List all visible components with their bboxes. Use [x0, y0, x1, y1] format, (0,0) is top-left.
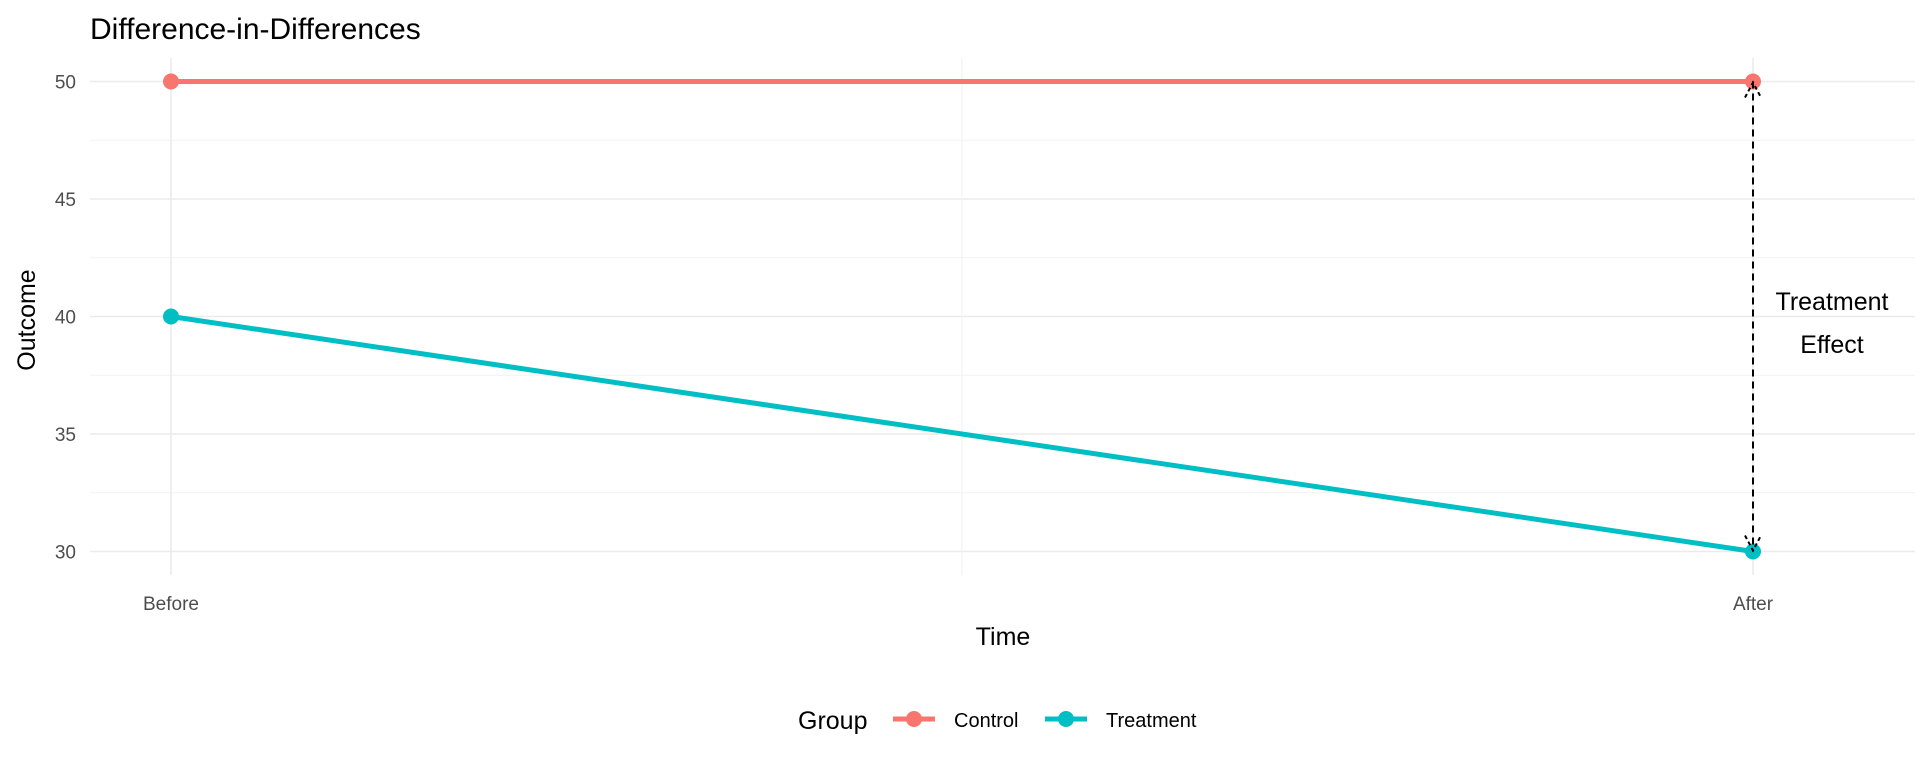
legend-key-control-point — [906, 711, 922, 727]
treatment-effect-label: Effect — [1800, 331, 1864, 359]
x-axis-title: Time — [976, 623, 1031, 651]
series-group — [163, 73, 1761, 560]
legend-label-treatment: Treatment — [1106, 710, 1197, 732]
legend: Group Control Treatment — [798, 707, 1197, 735]
treatment-effect-annotation: Treatment Effect — [1744, 80, 1889, 553]
y-tick-label: 50 — [55, 73, 76, 94]
y-tick-label: 35 — [55, 425, 76, 446]
legend-key-treatment-point — [1058, 711, 1074, 727]
y-tick-label: 45 — [55, 190, 76, 211]
treatment-effect-label: Treatment — [1775, 288, 1888, 316]
treatment-point — [163, 308, 179, 325]
grid — [90, 58, 1915, 575]
chart-title: Difference-in-Differences — [90, 13, 421, 46]
x-tick-label: Before — [143, 594, 199, 615]
legend-label-control: Control — [954, 710, 1018, 732]
y-tick-labels: 30 35 40 45 50 — [55, 73, 76, 564]
x-tick-labels: Before After — [143, 594, 1774, 615]
treatment-series-line — [170, 314, 1754, 554]
arrowhead-bottom — [1744, 535, 1762, 553]
y-axis-title: Outcome — [13, 269, 41, 370]
y-tick-label: 40 — [55, 308, 76, 329]
arrowhead-top — [1744, 80, 1762, 98]
y-tick-label: 30 — [55, 543, 76, 564]
legend-title: Group — [798, 707, 867, 735]
x-tick-label: After — [1733, 594, 1774, 615]
control-point — [163, 73, 179, 90]
